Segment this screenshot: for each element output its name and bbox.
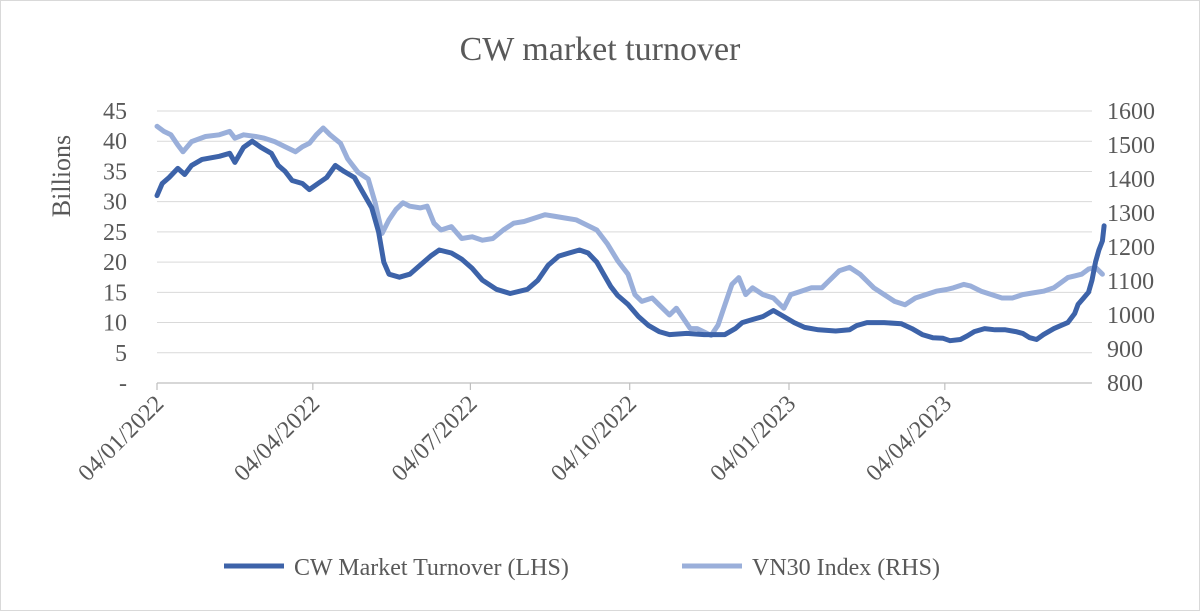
left-tick-label: 45 [103, 99, 127, 125]
gridlines [157, 110, 1092, 354]
left-tick-label: 20 [103, 250, 127, 276]
right-tick-label: 1600 [1107, 99, 1155, 125]
legend-label-vn30: VN30 Index (RHS) [752, 555, 940, 581]
vn30-index-line [154, 123, 1105, 338]
left-tick-label: 5 [115, 341, 127, 367]
left-tick-label: 30 [103, 190, 127, 216]
x-tick-label: 04/04/2023 [861, 391, 957, 487]
left-tick-label: 25 [103, 220, 127, 246]
right-tick-label: 1400 [1107, 167, 1155, 193]
right-tick-label: 1200 [1107, 235, 1155, 261]
x-tick-label: 04/10/2022 [546, 391, 642, 487]
left-tick-label: 40 [103, 129, 127, 155]
right-tick-label: 1000 [1107, 303, 1155, 329]
left-axis-ticks: - 5 10 15 20 25 30 35 40 45 [103, 99, 127, 397]
cw-turnover-line [154, 138, 1107, 344]
x-tick-label: 04/01/2023 [706, 391, 802, 487]
right-axis-ticks: 800 900 1000 1100 1200 1300 1400 1500 1600 [1107, 99, 1155, 397]
chart-title: CW market turnover [460, 31, 741, 68]
y-axis-label: Billions [47, 135, 76, 217]
left-tick-label: - [119, 371, 127, 397]
left-tick-label: 15 [103, 280, 127, 306]
right-tick-label: 1100 [1107, 269, 1154, 295]
left-tick-label: 35 [103, 159, 127, 185]
legend-label-turnover: CW Market Turnover (LHS) [294, 555, 569, 581]
x-tick-label: 04/04/2022 [229, 391, 325, 487]
right-tick-label: 1500 [1107, 133, 1155, 159]
left-tick-label: 10 [103, 311, 127, 337]
right-tick-label: 900 [1107, 337, 1143, 363]
x-axis-ticks: 04/01/2022 04/04/2022 04/07/2022 04/10/2022… [74, 383, 957, 487]
right-tick-label: 800 [1107, 371, 1143, 397]
legend: CW Market Turnover (LHS) VN30 Index (RHS… [224, 555, 940, 581]
x-tick-label: 04/07/2022 [387, 391, 483, 487]
x-tick-label: 04/01/2022 [74, 391, 170, 487]
right-tick-label: 1300 [1107, 201, 1155, 227]
